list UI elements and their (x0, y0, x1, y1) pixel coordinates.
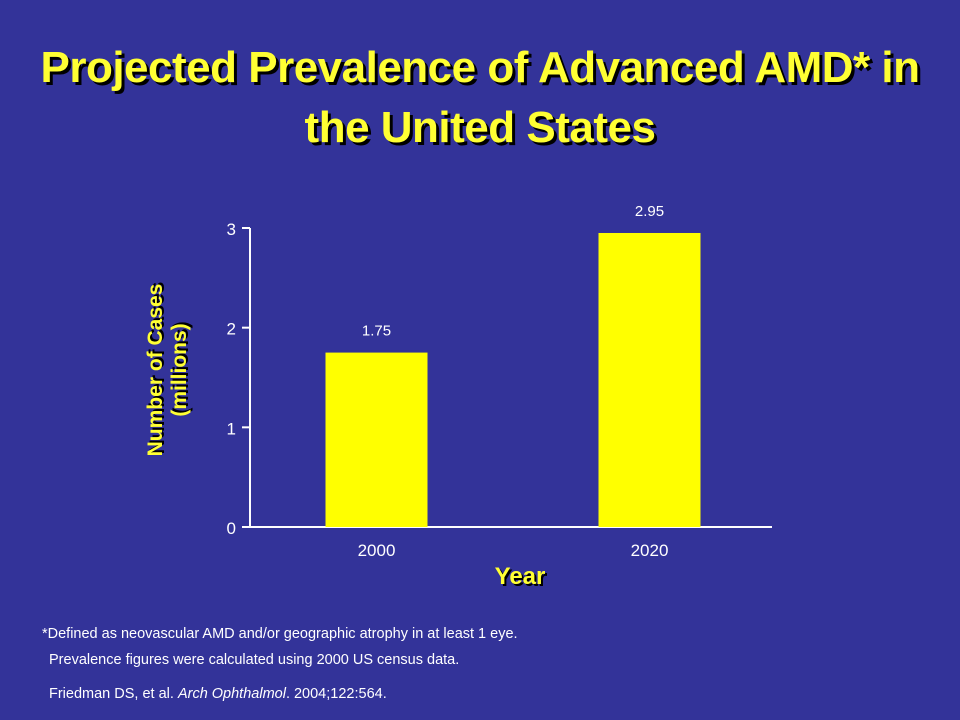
title-line-1: Projected Prevalence of Advanced AMD* in (40, 43, 920, 92)
x-axis-title: Year (494, 563, 546, 590)
y-axis-title: Number of Cases (millions) (144, 284, 192, 457)
data-label-2000: 1.75 (362, 323, 391, 340)
footnote-definition: *Defined as neovascular AMD and/or geogr… (42, 626, 518, 642)
y-tick-label: 1 (227, 419, 236, 438)
x-tick-label-2020: 2020 (631, 541, 669, 560)
citation-authors: Friedman DS, et al. (49, 686, 178, 702)
citation: Friedman DS, et al. Arch Ophthalmol. 200… (49, 686, 387, 702)
footnote-census: Prevalence figures were calculated using… (49, 652, 460, 668)
title-line-2: the United States (304, 103, 656, 152)
x-tick-label-2000: 2000 (358, 541, 396, 560)
y-tick-label: 3 (227, 220, 236, 239)
y-tick-label: 0 (227, 519, 236, 538)
bar-2000 (325, 352, 428, 527)
y-axis-title-line-1: Number of Cases (144, 283, 167, 457)
y-axis-title-line-2: (millions) (168, 323, 191, 417)
chart-labels: 1.75 2000 2.95 2020 (358, 203, 669, 560)
citation-journal: Arch Ophthalmol (177, 686, 286, 702)
chart-bars (325, 232, 701, 527)
citation-details: . 2004;122:564. (285, 686, 387, 702)
data-label-2020: 2.95 (635, 203, 664, 220)
slide-title: Projected Prevalence of Advanced AMD* in… (0, 38, 960, 158)
bar-2020 (598, 232, 701, 527)
y-tick-label: 2 (227, 320, 236, 339)
